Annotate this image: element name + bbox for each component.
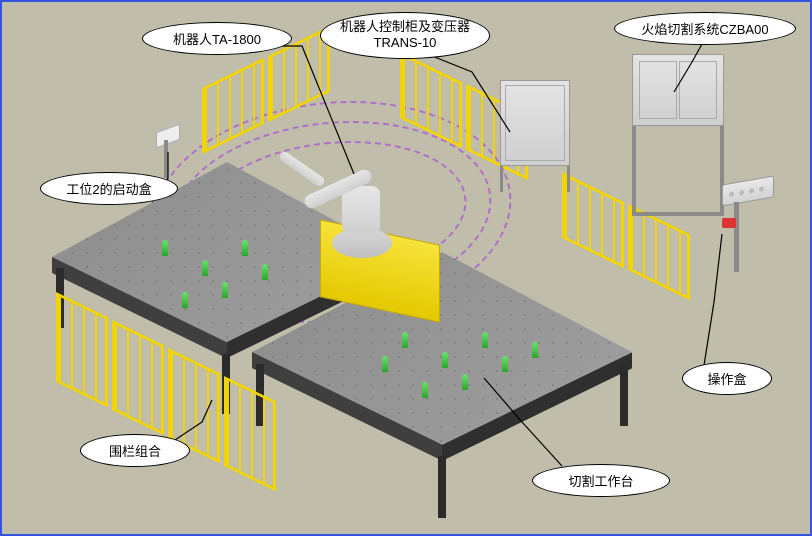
callout-fence: 围栏组合 [80,434,190,467]
callout-controller: 机器人控制柜及变压器TRANS-10 [320,12,490,59]
red-light [722,218,736,228]
callout-controller-label: 机器人控制柜及变压器TRANS-10 [340,19,470,50]
callout-table: 切割工作台 [532,464,670,497]
callout-fence-label: 围栏组合 [109,444,161,459]
robot-arm [302,142,442,262]
callout-flame: 火焰切割系统CZBA00 [614,12,796,45]
callout-robot-label: 机器人TA-1800 [173,32,261,47]
flame-system [620,54,736,224]
callout-start2: 工位2的启动盒 [40,172,178,205]
callout-opbox: 操作盒 [682,362,772,395]
callout-opbox-label: 操作盒 [707,372,746,387]
start-box-pole [164,140,168,178]
worktable-right [252,252,632,482]
op-pole [734,202,739,272]
control-cabinet [500,80,570,166]
start-box-2 [156,124,180,149]
callout-flame-label: 火焰切割系统CZBA00 [641,22,768,37]
callout-start2-label: 工位2的启动盒 [66,182,151,197]
cabinet-stand [500,166,570,192]
callout-table-label: 切割工作台 [568,474,633,489]
callout-robot: 机器人TA-1800 [142,22,292,55]
diagram-canvas: 机器人TA-1800 机器人控制柜及变压器TRANS-10 火焰切割系统CZBA… [0,0,812,536]
